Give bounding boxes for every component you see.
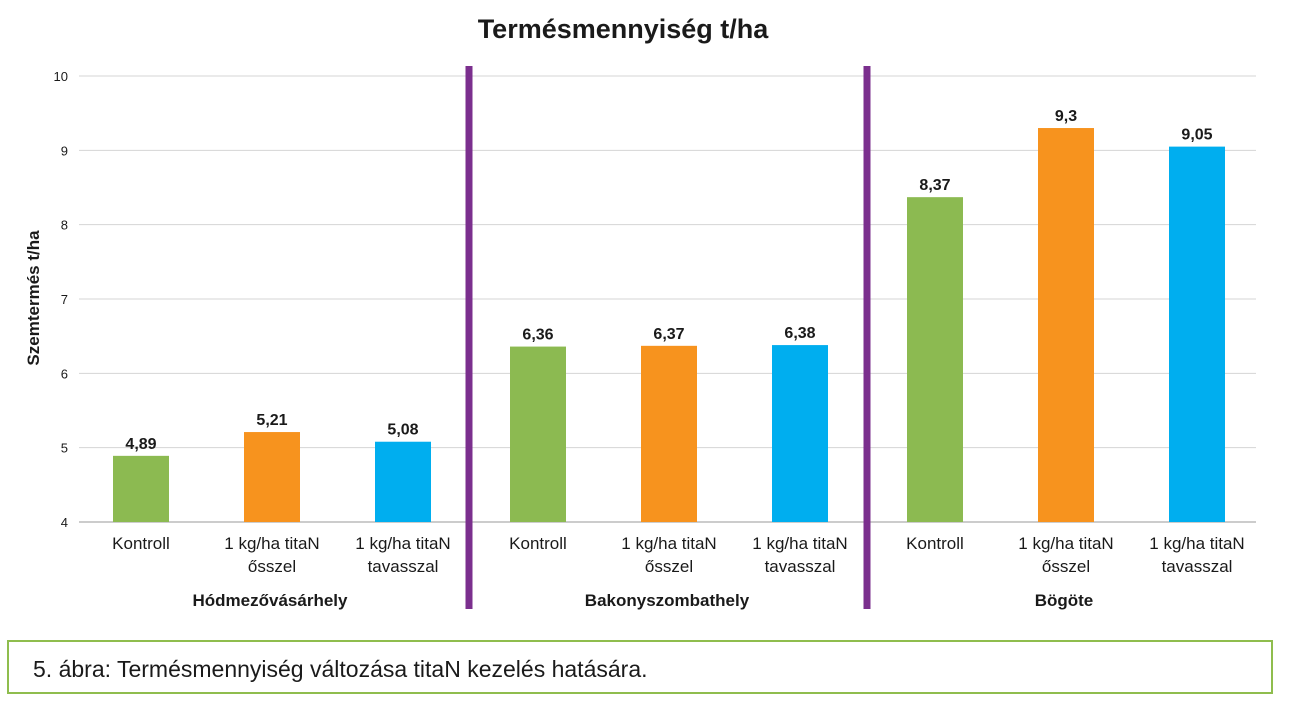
- value-label: 8,37: [919, 177, 950, 194]
- category-label: Kontroll: [906, 534, 964, 553]
- group-separators: [465, 66, 871, 609]
- category-label: 1 kg/ha titaN tavasszal: [752, 534, 847, 576]
- category-labels: Kontroll 1 kg/ha titaN ősszel 1 kg/ha titaN…: [112, 534, 1245, 576]
- value-label: 6,37: [653, 326, 684, 343]
- category-label: 1 kg/ha titaN tavasszal: [355, 534, 450, 576]
- bar: [1169, 146, 1225, 522]
- y-tick-label: 6: [61, 366, 68, 381]
- category-label: 1 kg/ha titaN ősszel: [1018, 534, 1113, 576]
- category-label: 1 kg/ha titaN tavasszal: [1149, 534, 1244, 576]
- category-label: 1 kg/ha titaN ősszel: [621, 534, 716, 576]
- y-axis-ticks: 4 5 6 7 8 9 10: [54, 69, 68, 530]
- bar: [510, 346, 566, 522]
- y-tick-label: 9: [61, 143, 68, 158]
- category-label: Kontroll: [509, 534, 567, 553]
- y-tick-label: 10: [54, 69, 68, 84]
- figure-caption: 5. ábra: Termésmennyiség változása titaN…: [33, 656, 648, 682]
- caption-box: 5. ábra: Termésmennyiség változása titaN…: [7, 640, 1273, 694]
- value-label: 5,21: [256, 412, 287, 429]
- value-labels: 4,89 5,21 5,08 6,36 6,37 6,38 8,37 9,3 9,05: [125, 108, 1212, 453]
- bar-chart: Termésmennyiség t/ha Szemtermés t/ha 4 5 6…: [24, 14, 1256, 610]
- y-axis-label: Szemtermés t/ha: [24, 230, 43, 366]
- bar: [907, 197, 963, 522]
- y-tick-label: 4: [61, 515, 68, 530]
- y-tick-label: 5: [61, 441, 68, 456]
- bar: [1038, 128, 1094, 523]
- bar: [113, 455, 169, 522]
- category-label: 1 kg/ha titaN ősszel: [224, 534, 319, 576]
- value-label: 4,89: [125, 436, 156, 453]
- chart-title: Termésmennyiség t/ha: [478, 14, 770, 44]
- bar: [244, 432, 300, 522]
- bars: [113, 128, 1225, 523]
- group-labels: Hódmezővásárhely Bakonyszombathely Bögöte: [193, 591, 1094, 610]
- category-label: Kontroll: [112, 534, 170, 553]
- value-label: 9,3: [1055, 108, 1077, 125]
- group-label: Hódmezővásárhely: [193, 591, 348, 610]
- value-label: 6,38: [784, 325, 815, 342]
- bar: [375, 441, 431, 522]
- value-label: 5,08: [387, 422, 418, 439]
- y-tick-label: 8: [61, 218, 68, 233]
- value-label: 6,36: [522, 327, 553, 344]
- group-label: Bögöte: [1035, 591, 1094, 610]
- group-label: Bakonyszombathely: [585, 591, 750, 610]
- value-label: 9,05: [1181, 127, 1212, 144]
- bar: [641, 345, 697, 522]
- y-tick-label: 7: [61, 292, 68, 307]
- bar: [772, 345, 828, 522]
- group-separator: [863, 66, 871, 609]
- group-separator: [465, 66, 473, 609]
